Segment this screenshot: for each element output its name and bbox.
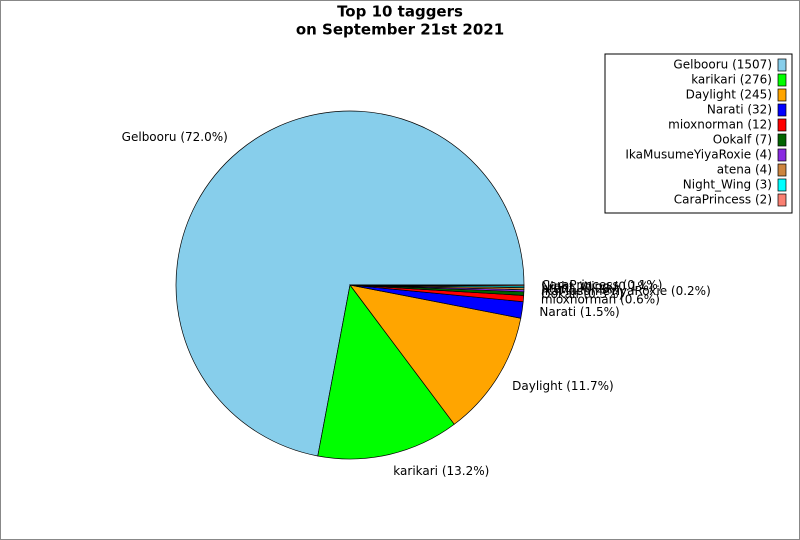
- legend-label: Narati (32): [707, 103, 772, 117]
- legend-label: IkaMusumeYiyaRoxie (4): [625, 148, 772, 162]
- legend-label: Night_Wing (3): [683, 178, 772, 192]
- legend-swatch: [777, 163, 787, 177]
- legend-swatch: [777, 193, 787, 207]
- slice-label: Narati (1.5%): [539, 305, 619, 319]
- legend-swatch: [777, 103, 787, 117]
- legend-swatch: [777, 58, 787, 72]
- chart-title: Top 10 taggers: [337, 3, 463, 21]
- legend-swatch: [777, 178, 787, 192]
- legend-swatch: [777, 118, 787, 132]
- slice-label: karikari (13.2%): [393, 464, 489, 478]
- slice: [349, 284, 522, 425]
- legend-label: karikari (276): [691, 73, 772, 87]
- legend-label: Daylight (245): [686, 88, 772, 102]
- slice: [175, 110, 525, 457]
- slice-label: Gelbooru (72.0%): [122, 130, 228, 144]
- slice-label: Daylight (11.7%): [512, 379, 614, 393]
- legend-box: [604, 53, 793, 214]
- legend-swatch: [777, 133, 787, 147]
- slice-label: CaraPrincess (0.1%): [541, 278, 662, 292]
- legend-label: Gelbooru (1507): [673, 58, 772, 72]
- slice-label: Night_Wing (0.1%): [541, 280, 653, 294]
- legend-label: Ookalf (7): [713, 133, 772, 147]
- legend-swatch: [777, 88, 787, 102]
- legend-label: CaraPrincess (2): [674, 193, 772, 207]
- slice-label: mioxnorman (0.6%): [541, 292, 660, 306]
- chart-title: on September 21st 2021: [296, 21, 504, 39]
- legend-label: atena (4): [717, 163, 772, 177]
- slice: [317, 284, 455, 460]
- legend-swatch: [777, 148, 787, 162]
- slice-label: IkaMusumeYiyaRoxie (0.2%): [541, 284, 710, 298]
- slice-label: Ookalf (0.3%): [541, 287, 623, 301]
- legend-label: mioxnorman (12): [668, 118, 772, 132]
- slice-label: atena (0.2%): [541, 282, 619, 296]
- slice: [349, 284, 525, 287]
- legend-swatch: [777, 73, 787, 87]
